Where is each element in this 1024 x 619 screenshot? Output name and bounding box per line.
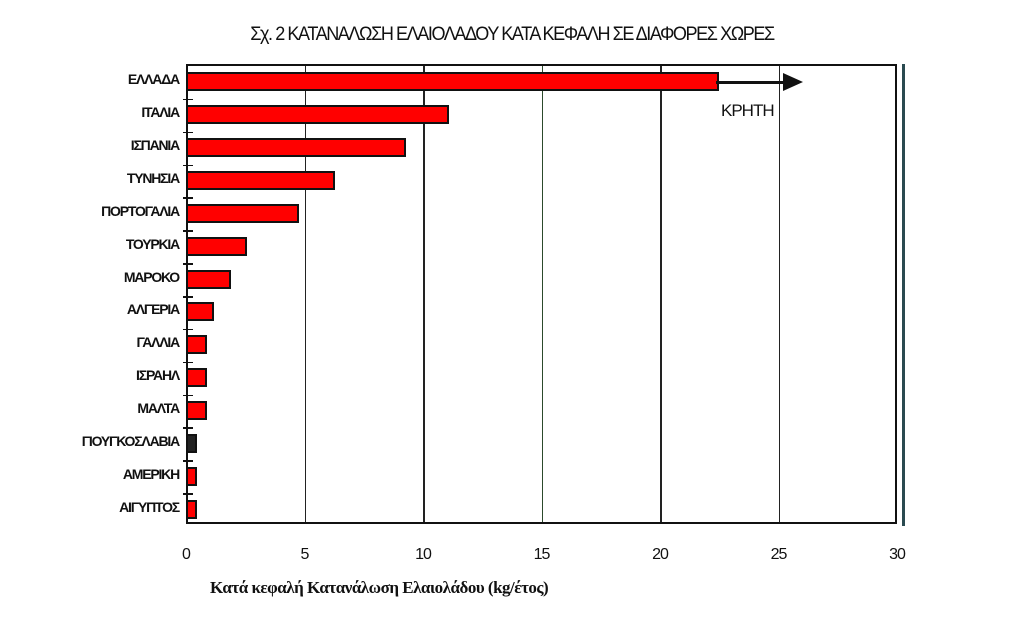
category-label: ΕΛΛΑΔΑ bbox=[127, 71, 180, 88]
bar bbox=[188, 433, 198, 453]
x-tick-label: 20 bbox=[652, 546, 669, 563]
y-tick bbox=[183, 296, 193, 298]
x-tick-label: 10 bbox=[415, 546, 432, 563]
y-tick bbox=[183, 98, 193, 101]
bar bbox=[188, 499, 198, 519]
bar bbox=[188, 401, 207, 420]
bar bbox=[188, 302, 215, 322]
category-label: ΑΛΓΕΡΙΑ bbox=[126, 301, 180, 318]
gridline bbox=[423, 66, 425, 522]
y-tick bbox=[183, 493, 193, 495]
bar bbox=[188, 171, 335, 190]
category-label: ΓΑΛΛΙΑ bbox=[136, 334, 181, 351]
bar bbox=[188, 236, 248, 256]
category-label: ΓΙΟΥΓΚΟΣΛΑΒΙΑ bbox=[81, 432, 180, 449]
y-tick bbox=[183, 230, 193, 232]
x-tick-label: 15 bbox=[533, 546, 551, 563]
category-label: ΑΜΕΡΙΚΗ bbox=[122, 465, 180, 482]
x-tick-label: 5 bbox=[300, 546, 310, 563]
gridline bbox=[304, 66, 306, 522]
chart-title: Σχ. 2 ΚΑΤΑΝΑΛΩΣΗ ΕΛΑΙΟΛΑΔΟΥ ΚΑΤΑ ΚΕΦΑΛΗ … bbox=[250, 24, 775, 45]
y-tick bbox=[183, 361, 193, 364]
category-label: ΙΣΠΑΝΙΑ bbox=[130, 137, 180, 154]
gridline bbox=[660, 66, 662, 522]
category-label: ΤΥΝΗΣΙΑ bbox=[126, 170, 180, 186]
x-axis-label: Κατά κεφαλή Κατανάλωση Ελαιολάδου (kg/έτ… bbox=[210, 578, 549, 597]
y-tick bbox=[183, 394, 193, 397]
category-label: ΠΟΡΤΟΓΑΛΙΑ bbox=[101, 202, 180, 219]
x-tick-label: 25 bbox=[770, 546, 788, 563]
bar bbox=[188, 269, 231, 289]
y-tick bbox=[183, 197, 193, 199]
y-tick bbox=[183, 131, 193, 134]
bar bbox=[188, 335, 207, 355]
gridline bbox=[778, 66, 780, 522]
bar bbox=[188, 105, 449, 125]
y-tick bbox=[183, 263, 193, 265]
category-label: ΜΑΛΤΑ bbox=[137, 400, 180, 416]
y-tick bbox=[183, 164, 193, 167]
gridline bbox=[541, 66, 543, 522]
bar bbox=[188, 138, 407, 158]
category-label: ΤΟΥΡΚΙΑ bbox=[125, 235, 180, 252]
y-tick bbox=[183, 460, 193, 462]
outer-frame-line bbox=[902, 64, 905, 526]
arrow-head-icon bbox=[783, 73, 803, 91]
category-label: ΙΣΡΑΗΛ bbox=[136, 367, 180, 384]
bar bbox=[188, 72, 719, 92]
bar bbox=[188, 368, 207, 388]
y-tick bbox=[183, 427, 193, 429]
category-label: ΑΙΓΥΠΤΟΣ bbox=[119, 498, 180, 515]
bar bbox=[188, 203, 300, 223]
category-label: ΜΑΡΟΚΟ bbox=[123, 268, 180, 285]
plot-area bbox=[183, 64, 897, 524]
annotation-crete: ΚΡΗΤΗ bbox=[721, 101, 775, 120]
x-tick-label: 30 bbox=[889, 546, 906, 563]
category-label: ΙΤΑΛΙΑ bbox=[141, 104, 180, 121]
arrow-line bbox=[716, 81, 786, 84]
x-tick-label: 0 bbox=[182, 546, 191, 563]
bar bbox=[188, 466, 198, 486]
y-tick bbox=[183, 328, 193, 331]
